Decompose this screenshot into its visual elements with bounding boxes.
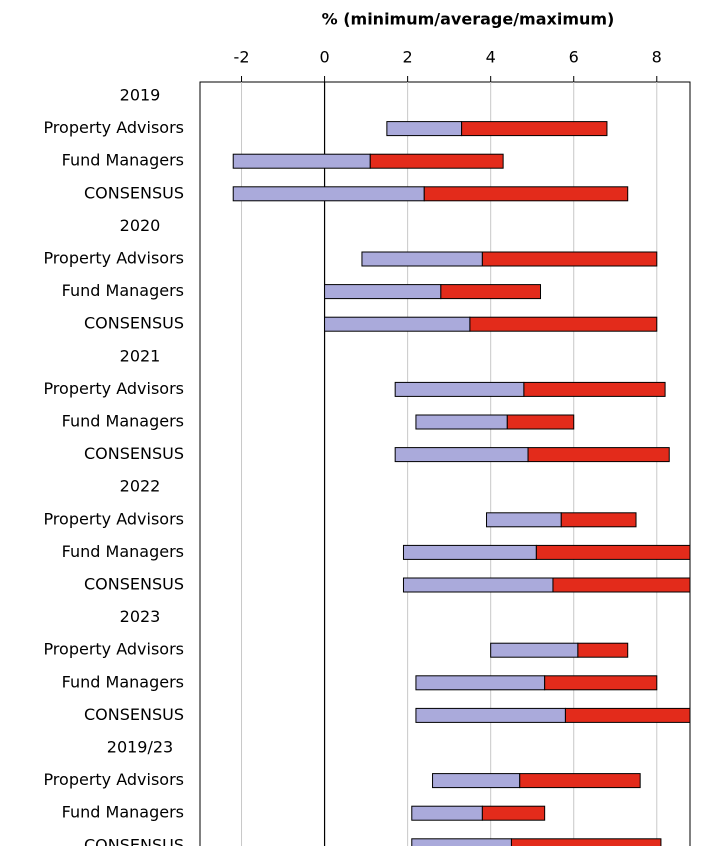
row-label: Fund Managers — [62, 412, 184, 431]
low-segment — [411, 805, 483, 821]
low-segment — [486, 512, 562, 528]
high-segment — [469, 316, 658, 332]
high-segment — [577, 642, 629, 658]
group-label: 2023 — [120, 607, 161, 626]
x-tick-label: 8 — [652, 48, 662, 67]
chart-title: % (minimum/average/maximum) — [322, 10, 615, 29]
row-label: CONSENSUS — [84, 183, 184, 202]
row-label: CONSENSUS — [84, 314, 184, 333]
row-label: CONSENSUS — [84, 835, 184, 846]
low-segment — [411, 838, 512, 846]
high-segment — [523, 381, 666, 397]
low-segment — [415, 414, 508, 430]
row-label: CONSENSUS — [84, 575, 184, 594]
row-label: Fund Managers — [62, 542, 184, 561]
low-segment — [232, 186, 425, 202]
group-label: 2019/23 — [107, 738, 173, 757]
high-segment — [519, 773, 641, 789]
group-label: 2022 — [120, 477, 161, 496]
group-label: 2020 — [120, 216, 161, 235]
row-label: Fund Managers — [62, 803, 184, 822]
row-label: Fund Managers — [62, 281, 184, 300]
high-segment — [564, 707, 691, 723]
low-segment — [402, 577, 554, 593]
high-segment — [552, 577, 691, 593]
low-segment — [432, 773, 521, 789]
x-tick-label: -2 — [234, 48, 250, 67]
high-segment — [440, 284, 542, 300]
high-segment — [481, 805, 546, 821]
high-segment — [527, 447, 670, 463]
low-segment — [361, 251, 483, 267]
row-label: Fund Managers — [62, 672, 184, 691]
row-label: Property Advisors — [43, 770, 184, 789]
group-label: 2021 — [120, 346, 161, 365]
low-segment — [415, 675, 546, 691]
high-segment — [461, 121, 608, 137]
low-segment — [394, 381, 525, 397]
row-label: Property Advisors — [43, 509, 184, 528]
x-tick-label: 6 — [569, 48, 579, 67]
low-segment — [402, 544, 537, 560]
row-label: Fund Managers — [62, 151, 184, 170]
row-label: CONSENSUS — [84, 705, 184, 724]
row-label: Property Advisors — [43, 379, 184, 398]
row-label: Property Advisors — [43, 249, 184, 268]
high-segment — [510, 838, 662, 846]
x-tick-label: 4 — [486, 48, 496, 67]
row-label: CONSENSUS — [84, 444, 184, 463]
x-tick-label: 0 — [319, 48, 329, 67]
high-segment — [481, 251, 658, 267]
low-segment — [415, 707, 566, 723]
high-segment — [560, 512, 637, 528]
x-tick-label: 2 — [403, 48, 413, 67]
high-segment — [535, 544, 691, 560]
low-segment — [394, 447, 529, 463]
group-label: 2019 — [120, 86, 161, 105]
high-segment — [506, 414, 575, 430]
high-segment — [369, 153, 504, 169]
low-segment — [324, 284, 442, 300]
row-label: Property Advisors — [43, 118, 184, 137]
high-segment — [423, 186, 629, 202]
low-segment — [490, 642, 579, 658]
low-segment — [386, 121, 463, 137]
row-label: Property Advisors — [43, 640, 184, 659]
high-segment — [544, 675, 658, 691]
low-segment — [324, 316, 471, 332]
low-segment — [232, 153, 371, 169]
